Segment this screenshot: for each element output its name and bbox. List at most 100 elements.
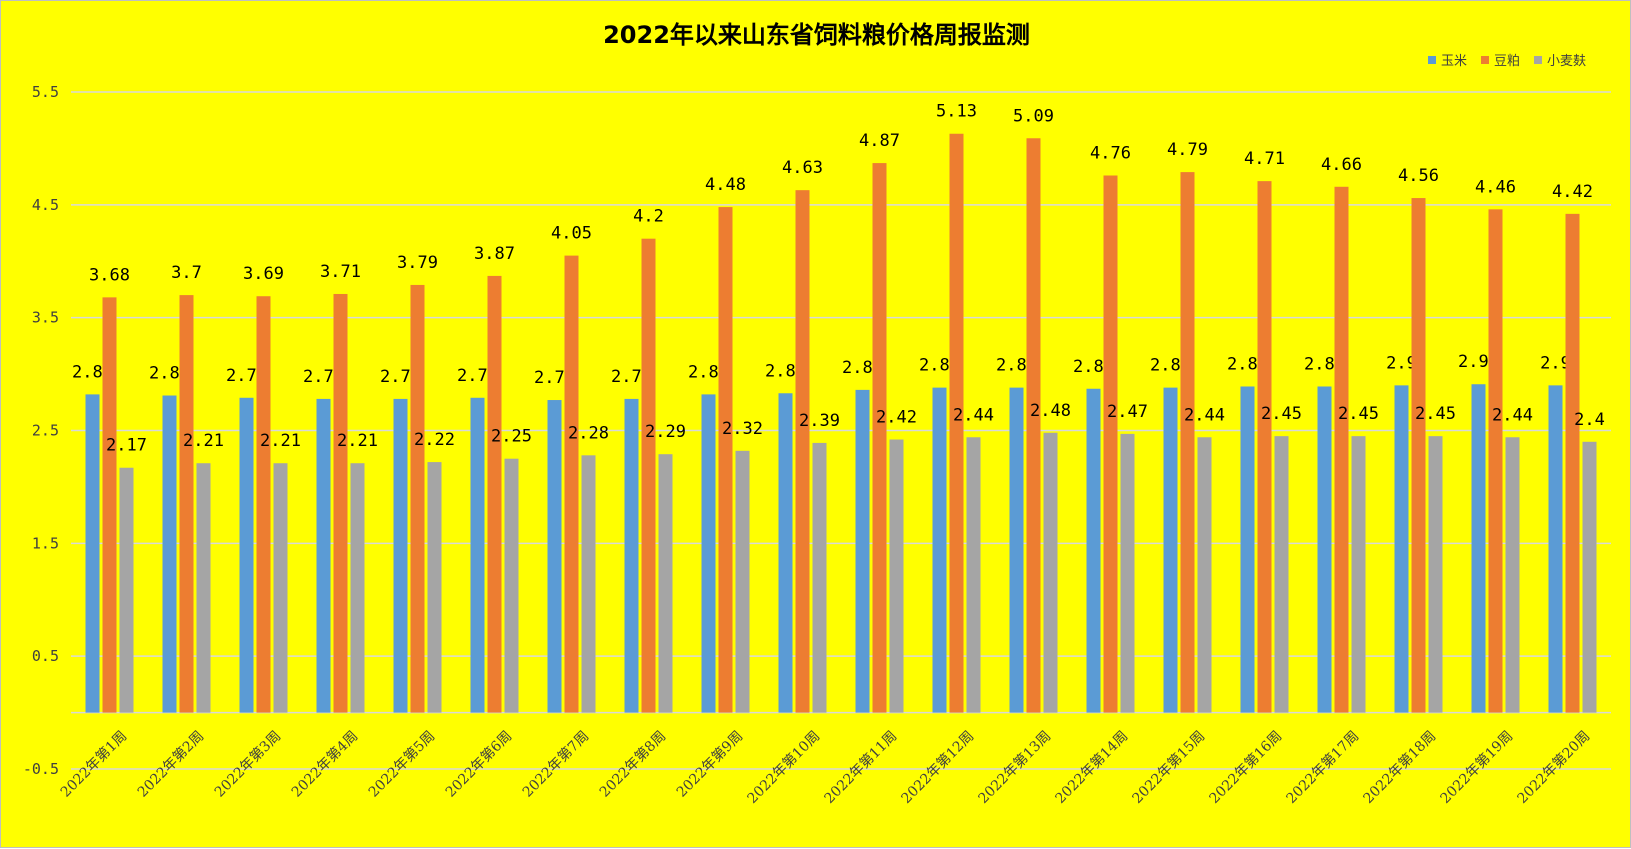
bar — [718, 207, 733, 713]
data-label: 2.44 — [1492, 405, 1533, 425]
data-label: 4.46 — [1475, 177, 1516, 197]
data-label: 2.22 — [414, 430, 455, 450]
x-tick-label: 2022年第16周 — [1206, 727, 1286, 807]
bar — [1488, 209, 1503, 713]
legend-item-wheat-bran: 小麦麸 — [1533, 50, 1586, 69]
bar — [162, 395, 177, 713]
bar — [1565, 213, 1580, 713]
bar — [1274, 436, 1289, 713]
bar — [470, 397, 485, 713]
data-label: 4.05 — [551, 224, 592, 244]
legend-swatch-wheat-bran — [1533, 55, 1542, 64]
data-label: 3.71 — [320, 262, 361, 282]
bar — [1548, 385, 1563, 713]
y-tick-label: 5.5 — [32, 83, 59, 101]
x-tick-label: 2022年第1周 — [57, 727, 130, 800]
bar — [855, 389, 870, 713]
bar — [487, 275, 502, 713]
bar — [1120, 433, 1135, 713]
bar — [547, 400, 562, 713]
data-label: 2.28 — [568, 423, 609, 443]
x-tick-label: 2022年第9周 — [673, 727, 746, 800]
data-label: 4.79 — [1167, 140, 1208, 160]
bar — [581, 455, 596, 713]
x-tick-label: 2022年第20周 — [1514, 727, 1594, 807]
data-label: 4.42 — [1552, 182, 1593, 202]
legend-swatch-corn — [1427, 55, 1436, 64]
bar — [641, 238, 656, 713]
legend-label-soymeal: 豆粕 — [1493, 54, 1520, 69]
legend-label-wheat-bran: 小麦麸 — [1546, 54, 1586, 69]
data-label: 4.76 — [1090, 143, 1131, 163]
y-tick-label: -0.5 — [23, 760, 59, 778]
bar — [410, 284, 425, 713]
bar — [1197, 437, 1212, 713]
bar — [256, 296, 271, 713]
bar — [1009, 387, 1024, 713]
x-tick-label: 2022年第10周 — [744, 727, 824, 807]
x-tick-label: 2022年第14周 — [1052, 727, 1132, 807]
x-tick-label: 2022年第17周 — [1283, 727, 1363, 807]
y-tick-label: 4.5 — [32, 196, 59, 214]
y-tick-label: 3.5 — [32, 309, 59, 327]
data-label: 4.87 — [859, 131, 900, 151]
data-label: 2.45 — [1338, 404, 1379, 424]
bar — [949, 133, 964, 713]
bar — [624, 398, 639, 713]
chart-title: 2022年以来山东省饲料粮价格周报监测 — [603, 21, 1030, 49]
data-label: 3.7 — [171, 263, 202, 283]
x-tick-label: 2022年第18周 — [1360, 727, 1440, 807]
bar — [85, 394, 100, 713]
x-tick-label: 2022年第5周 — [365, 727, 438, 800]
data-label: 2.4 — [1574, 410, 1605, 430]
x-tick-label: 2022年第12周 — [898, 727, 978, 807]
x-tick-label: 2022年第13周 — [975, 727, 1055, 807]
y-tick-label: 0.5 — [32, 647, 59, 665]
data-label: 3.68 — [89, 265, 130, 285]
bar — [504, 458, 519, 713]
bar — [795, 190, 810, 713]
x-tick-label: 2022年第7周 — [519, 727, 592, 800]
bar — [1505, 437, 1520, 713]
data-label: 2.21 — [183, 431, 224, 451]
bar — [564, 255, 579, 713]
x-tick-label: 2022年第3周 — [211, 727, 284, 800]
legend: 玉米 豆粕 小麦麸 — [1427, 50, 1586, 69]
bar — [966, 437, 981, 713]
legend-item-soymeal: 豆粕 — [1480, 50, 1520, 69]
data-label: 2.47 — [1107, 402, 1148, 422]
bar — [658, 454, 673, 713]
bar — [1257, 181, 1272, 713]
data-label: 2.45 — [1261, 404, 1302, 424]
bar — [179, 295, 194, 713]
data-label: 4.2 — [633, 207, 664, 227]
x-tick-label: 2022年第6周 — [442, 727, 515, 800]
data-label: 2.44 — [953, 405, 994, 425]
data-label: 4.56 — [1398, 166, 1439, 186]
bar — [1180, 172, 1195, 713]
data-label: 2.42 — [876, 408, 917, 428]
data-label: 2.44 — [1184, 405, 1225, 425]
bar — [1103, 175, 1118, 713]
data-label: 5.09 — [1013, 106, 1054, 126]
bar — [427, 462, 442, 713]
data-label: 2.21 — [337, 431, 378, 451]
data-label: 5.13 — [936, 102, 977, 122]
bar — [1163, 387, 1178, 713]
bar — [1394, 385, 1409, 713]
x-tick-label: 2022年第15周 — [1129, 727, 1209, 807]
bar — [333, 293, 348, 713]
data-label: 2.45 — [1415, 404, 1456, 424]
data-label: 2.39 — [799, 411, 840, 431]
bar — [1240, 386, 1255, 713]
data-label: 4.71 — [1244, 149, 1285, 169]
bar — [701, 394, 716, 713]
y-tick-label: 1.5 — [32, 534, 59, 552]
data-label: 2.9 — [1386, 353, 1417, 373]
data-label: 2.48 — [1030, 401, 1071, 421]
data-label: 2.17 — [106, 436, 147, 456]
bar — [1471, 384, 1486, 713]
x-tick-label: 2022年第19周 — [1437, 727, 1517, 807]
data-label: 2.29 — [645, 422, 686, 442]
